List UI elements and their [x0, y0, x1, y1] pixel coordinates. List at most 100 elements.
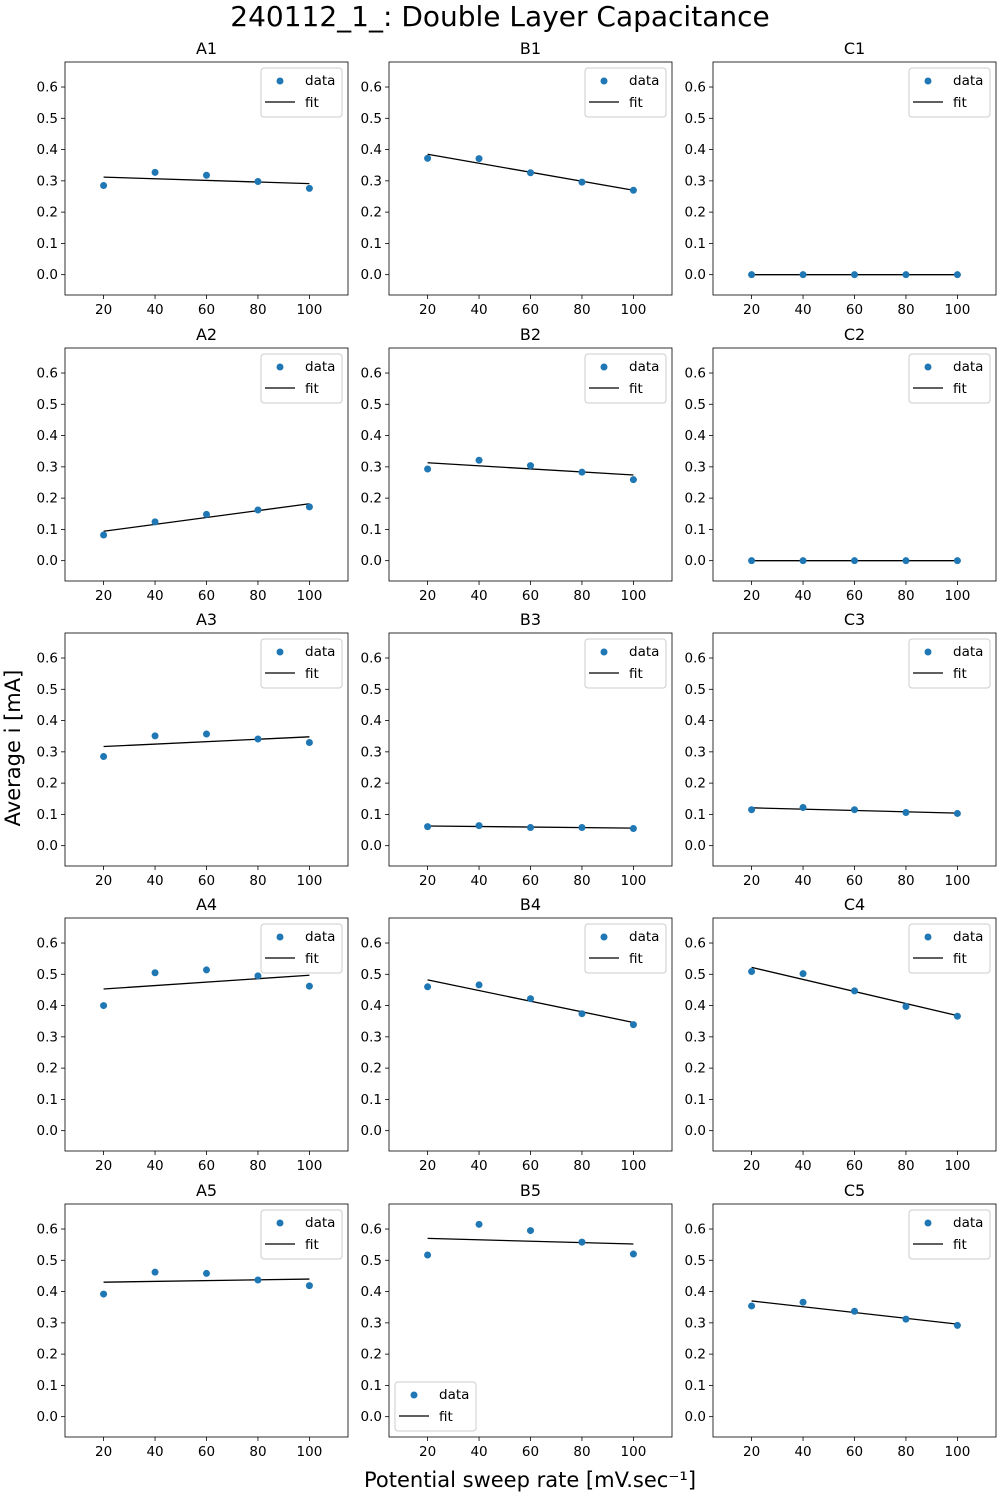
y-tick-label: 0.4 — [361, 142, 382, 158]
legend-data-label: data — [305, 644, 335, 660]
subplot-title: A2 — [196, 325, 217, 344]
y-tick-label: 0.6 — [37, 936, 58, 952]
x-tick-label: 20 — [419, 302, 436, 318]
data-point — [629, 824, 637, 832]
x-tick-label: 60 — [522, 1158, 539, 1174]
data-point — [851, 987, 858, 995]
data-point — [151, 168, 159, 176]
legend-data-label: data — [953, 644, 983, 660]
x-tick-label: 80 — [573, 873, 590, 889]
data-point — [748, 806, 756, 814]
y-tick-label: 0.1 — [37, 236, 58, 252]
legend: data fit — [908, 1209, 991, 1260]
y-tick-label: 0.4 — [685, 142, 706, 158]
y-tick-label: 0.2 — [37, 1061, 58, 1077]
y-tick-label: 0.2 — [685, 491, 706, 507]
data-point — [100, 531, 108, 539]
x-tick-label: 100 — [297, 873, 323, 889]
y-tick-label: 0.6 — [685, 80, 706, 96]
x-tick-label: 40 — [146, 302, 163, 318]
x-tick-label: 100 — [945, 873, 971, 889]
x-tick-label: 40 — [794, 1444, 811, 1460]
data-point — [424, 1251, 432, 1259]
y-tick-label: 0.0 — [37, 838, 58, 854]
subplot-title: C1 — [844, 39, 865, 58]
legend-data-label: data — [305, 73, 335, 89]
x-tick-label: 60 — [846, 1444, 863, 1460]
y-tick-label: 0.5 — [37, 967, 58, 983]
y-tick-label: 0.0 — [361, 553, 382, 569]
y-tick-label: 0.4 — [361, 713, 382, 729]
subplot: A1 20 40 60 80 100 0.0 0.1 0.2 0.3 0.4 0.5 0.6 data fi… — [37, 39, 349, 318]
legend-data-marker — [924, 933, 932, 941]
x-tick-label: 40 — [470, 873, 487, 889]
subplot: B2 20 40 60 80 100 0.0 0.1 0.2 0.3 0.4 0.5 0.6 data fi… — [361, 325, 673, 604]
legend-data-marker — [924, 1219, 932, 1227]
fit-line — [103, 974, 310, 990]
legend-fit-label: fit — [305, 95, 319, 111]
data-point — [748, 271, 756, 279]
legend-data-marker — [410, 1391, 418, 1399]
data-point — [424, 154, 432, 162]
data-point — [799, 271, 807, 279]
data-point — [100, 753, 108, 761]
y-tick-label: 0.5 — [361, 111, 382, 127]
y-tick-label: 0.0 — [361, 1409, 382, 1425]
x-tick-label: 80 — [249, 873, 266, 889]
fit-line — [427, 1237, 634, 1245]
y-tick-label: 0.3 — [361, 173, 382, 189]
y-tick-label: 0.3 — [37, 459, 58, 475]
y-tick-label: 0.4 — [361, 428, 382, 444]
y-tick-label: 0.4 — [685, 428, 706, 444]
data-point — [424, 983, 432, 991]
legend: data fit — [260, 923, 343, 974]
x-tick-label: 40 — [470, 302, 487, 318]
data-point — [629, 186, 637, 194]
fit-line — [103, 176, 310, 185]
y-tick-label: 0.0 — [685, 267, 706, 283]
y-tick-label: 0.2 — [685, 205, 706, 221]
data-point — [254, 506, 262, 514]
x-tick-label: 60 — [846, 588, 863, 604]
x-tick-label: 20 — [95, 302, 112, 318]
x-tick-label: 60 — [198, 1158, 215, 1174]
x-tick-label: 80 — [897, 1158, 914, 1174]
legend-data-label: data — [953, 929, 983, 945]
y-tick-label: 0.0 — [37, 1123, 58, 1139]
data-point — [254, 735, 262, 743]
data-point — [254, 1276, 262, 1284]
subplot-title: C2 — [844, 325, 865, 344]
data-point — [953, 1321, 961, 1329]
x-tick-label: 100 — [945, 1158, 971, 1174]
subplot-title: B3 — [520, 610, 541, 629]
plot-frame — [64, 61, 349, 296]
y-tick-label: 0.2 — [685, 1347, 706, 1363]
x-tick-label: 20 — [95, 1444, 112, 1460]
y-tick-label: 0.5 — [685, 967, 706, 983]
y-axis-label: Average i [mA] — [1, 670, 25, 827]
y-tick-label: 0.2 — [361, 776, 382, 792]
legend-fit-label: fit — [629, 95, 643, 111]
data-point — [527, 1227, 534, 1235]
legend-data-label: data — [629, 644, 659, 660]
data-point — [254, 177, 262, 185]
legend-data-label: data — [305, 359, 335, 375]
y-tick-label: 0.1 — [37, 522, 58, 538]
subplot: B3 20 40 60 80 100 0.0 0.1 0.2 0.3 0.4 0.5 0.6 data fi… — [361, 610, 673, 889]
data-point — [902, 1315, 910, 1323]
subplot-title: A1 — [196, 39, 217, 58]
y-tick-label: 0.6 — [37, 1222, 58, 1238]
y-tick-label: 0.3 — [37, 744, 58, 760]
legend-data-marker — [924, 77, 932, 85]
data-point — [953, 557, 961, 565]
y-tick-label: 0.0 — [361, 1123, 382, 1139]
legend: data fit — [394, 1381, 477, 1432]
x-tick-label: 60 — [198, 588, 215, 604]
legend-data-marker — [600, 933, 608, 941]
data-point — [953, 1012, 961, 1020]
y-tick-label: 0.1 — [361, 1092, 382, 1108]
legend-data-marker — [600, 77, 608, 85]
y-tick-label: 0.0 — [37, 1409, 58, 1425]
subplot: C4 20 40 60 80 100 0.0 0.1 0.2 0.3 0.4 0.5 0.6 data fi… — [685, 895, 997, 1174]
legend: data fit — [584, 638, 667, 689]
